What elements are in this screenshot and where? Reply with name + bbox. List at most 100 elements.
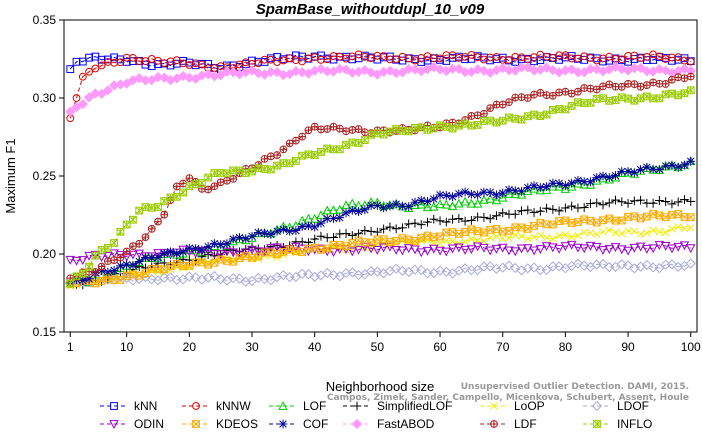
cof-point [191,244,201,254]
lof-point [479,194,489,204]
odin-point [397,246,408,256]
inflo-point [661,90,670,99]
ldof-point [347,267,358,278]
odin-point [429,244,439,254]
simplifiedlof-point [460,216,470,226]
cof-point [611,171,620,180]
ldf-point [317,125,325,134]
cof-point [648,164,658,174]
odin-point [472,242,483,252]
ldof-point [234,273,245,284]
y-axis: 0.15 0.20 0.25 0.30 0.35 [33,13,64,339]
odin-point [535,245,546,255]
odin-point [253,247,264,257]
odin-point [591,242,602,252]
odin-point [303,247,314,257]
inflo-point [636,94,645,103]
simplifiedlof-point [661,197,671,206]
odin-point [84,251,94,261]
simplifiedlof-point [560,203,570,213]
odin-point [65,255,76,265]
legend-label-kdeos: KDEOS [216,417,258,431]
cof-point [504,185,514,195]
odin-point [416,248,426,258]
inflo-point [649,94,658,103]
odin-point [353,245,364,255]
knnw-point [116,58,125,67]
simplifiedlof-point [517,206,526,216]
odin-point [635,242,646,252]
odin-point [316,244,326,254]
simplifiedlof-point [542,203,551,213]
inflo-point [505,113,513,122]
legend: kNN kNNW LOF SimplifiedLOF LoOP LDOF ODIN KDEOS… [100,399,652,431]
ldf-point [605,80,614,89]
ldof-point [572,258,584,269]
ldf-point [185,174,194,183]
ldf-point [467,112,476,120]
odin-point [90,250,101,260]
odin-point [504,246,514,256]
legend-lof-point [278,401,288,410]
knnw-point [624,52,632,60]
knnw-point [298,57,307,66]
ldf-point [204,185,213,194]
inflo-point [605,96,614,105]
ldf-point [210,182,219,191]
kdeos-point [304,244,313,253]
lof-point [535,185,546,195]
odin-point [648,244,658,254]
ldf-point [97,262,106,271]
ldof-point [165,272,176,283]
simplifiedlof-point [623,198,633,208]
inflo-point [91,251,100,260]
fastabod-point [77,98,88,110]
watermark: Unsupervised Outlier Detection. DAMI, 20… [327,382,689,403]
legend-item-ldf: LDF [480,417,537,431]
simplifiedlof-point [592,198,602,208]
legend-label-inflo: INFLO [617,417,652,431]
legend-knnw-point [192,402,200,410]
odin-point [685,244,696,254]
x-tick-label: 40 [308,340,322,354]
kdeos-point [686,213,695,222]
legend-label-simplifiedlof: SimplifiedLOF [377,399,452,413]
fastabod-point [322,66,333,77]
inflo-point [185,182,194,191]
simplifiedlof-point [479,212,489,222]
odin-point [654,241,665,251]
ldof-point [303,269,314,280]
cof-point [122,260,132,270]
cof-point [554,179,564,188]
loop-point [398,236,407,245]
ldof-point [365,266,377,277]
kdeos-point [680,213,689,221]
ldf-point [135,239,144,248]
fastabod-point [215,70,226,81]
ldf-point [580,84,589,92]
inflo-point [411,124,419,132]
inflo-point [686,86,695,95]
inflo-point [668,89,676,98]
ldof-point [541,264,552,275]
ldf-point [216,178,225,187]
fastabod-point [134,73,145,84]
knnw-point [122,53,131,62]
x-tick-label: 50 [371,340,385,354]
cof-point [586,177,595,187]
inflo-point [454,121,463,130]
series-inflo [66,86,695,288]
series-kdeos [66,209,695,288]
kdeos-point [498,227,507,236]
lof-point [435,199,445,209]
inflo-point [323,144,332,153]
fastabod-point [403,63,414,75]
odin-point [642,244,652,254]
kdeos-point [386,238,394,246]
kdeos-point [586,216,595,225]
cof-point [310,222,320,232]
loop-point [530,233,538,241]
cof-point [529,181,539,191]
ldf-point [642,81,651,90]
